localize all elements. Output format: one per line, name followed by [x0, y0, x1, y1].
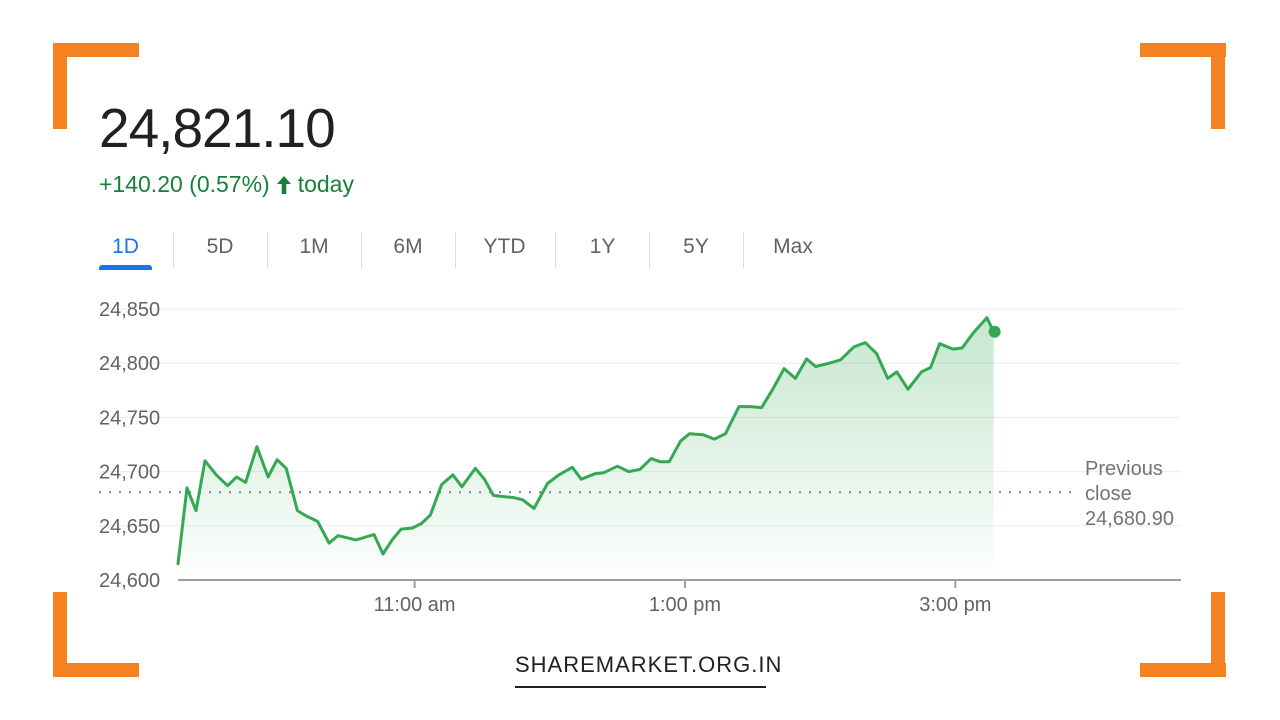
price-line [176, 316, 996, 566]
change-period: today [297, 171, 354, 197]
corner-bottom-left-v [53, 592, 67, 677]
current-price: 24,821.10 [99, 97, 336, 159]
footer-underline [515, 686, 766, 688]
tab-divider [649, 232, 650, 268]
tab-divider [361, 232, 362, 268]
corner-top-right-v [1211, 43, 1225, 129]
price-change: +140.20 (0.57%) today [99, 171, 354, 198]
corner-top-right-h [1140, 43, 1226, 57]
tab-max[interactable]: Max [773, 235, 813, 258]
previous-close-value: 24,680.90 [1085, 508, 1174, 530]
corner-bottom-right-v [1211, 592, 1225, 677]
tab-1d[interactable]: 1D [99, 230, 152, 270]
corner-top-left-v [53, 43, 67, 129]
y-tick-label: 24,600 [99, 570, 160, 592]
x-tick-label: 3:00 pm [919, 594, 991, 616]
y-tick-label: 24,700 [99, 462, 160, 484]
tab-5y[interactable]: 5Y [683, 235, 709, 258]
x-axis: 11:00 am 1:00 pm 3:00 pm [374, 580, 991, 616]
tab-1y[interactable]: 1Y [589, 235, 616, 258]
previous-close-label-line1: Previous [1085, 458, 1163, 480]
area-fill [178, 317, 994, 580]
previous-close-label-line2: close [1085, 483, 1132, 505]
corner-bottom-left-h [53, 663, 139, 677]
tab-1m[interactable]: 1M [299, 235, 329, 258]
corner-bottom-right-h [1140, 663, 1226, 677]
tab-divider [743, 232, 744, 268]
last-price-dot[interactable] [988, 325, 1001, 338]
y-tick-label: 24,850 [99, 299, 160, 321]
change-value: +140.20 (0.57%) [99, 171, 270, 197]
y-tick-label: 24,800 [99, 353, 160, 375]
tab-6m[interactable]: 6M [393, 235, 423, 258]
tab-5d[interactable]: 5D [206, 235, 234, 258]
tab-divider [267, 232, 268, 268]
x-tick-label: 1:00 pm [649, 594, 721, 616]
x-tick-label: 11:00 am [374, 594, 456, 616]
tab-divider [455, 232, 456, 268]
tab-ytd[interactable]: YTD [483, 235, 526, 258]
y-axis: 24,850 24,800 24,750 24,700 24,650 24,600 [99, 299, 160, 592]
y-tick-label: 24,650 [99, 516, 160, 538]
y-tick-label: 24,750 [99, 407, 160, 429]
tab-divider [173, 232, 174, 268]
corner-top-left-h [53, 43, 139, 57]
tab-divider [555, 232, 556, 268]
arrow-up-icon [276, 175, 291, 194]
site-watermark: SHAREMARKET.ORG.IN [515, 652, 783, 677]
